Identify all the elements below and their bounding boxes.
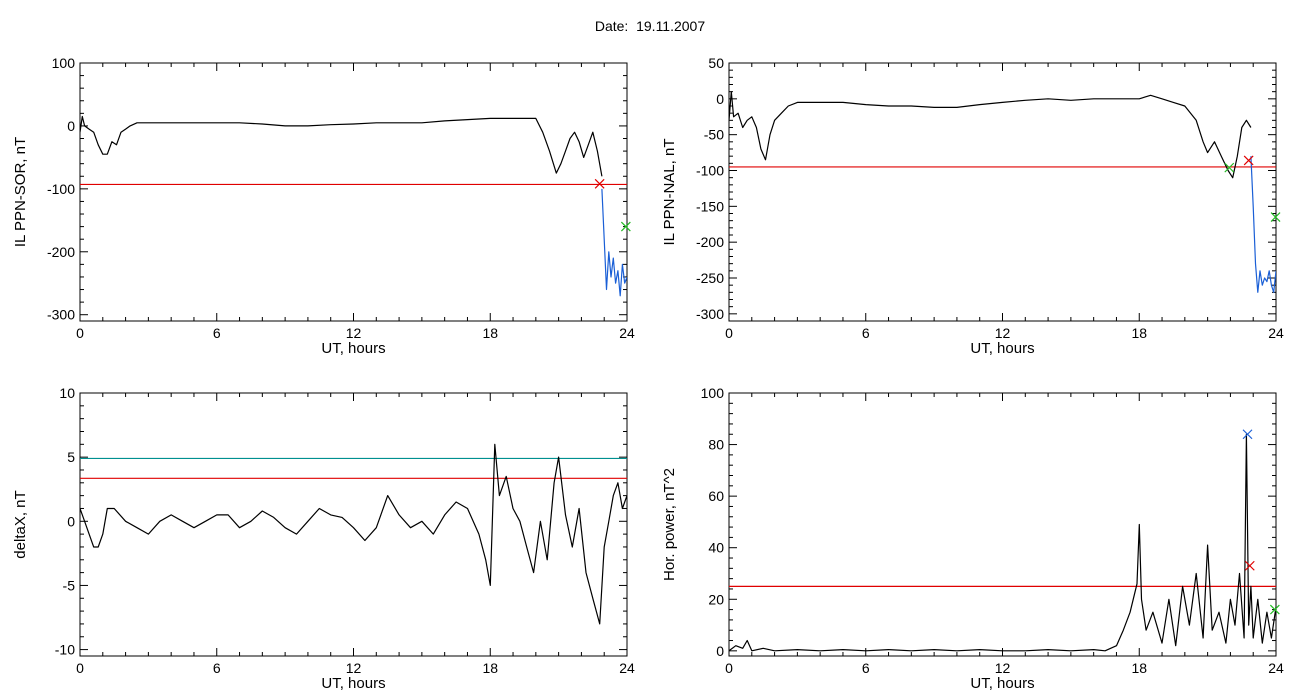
x-axis-label: UT, hours (970, 340, 1034, 357)
chart-panel-3: 0 6 12 18 24 UT, hours 10 5 0 -5 -10 deltaX, nT (12, 385, 635, 692)
x-axis-label: UT, hours (321, 675, 385, 692)
marker-red (1243, 155, 1254, 166)
series-line (80, 115, 603, 177)
plot-frame (79, 62, 628, 322)
y-tick-label: 0 (716, 91, 724, 107)
y-tick-label: 50 (708, 55, 724, 71)
series-line (80, 443, 627, 625)
x-tick-label: 18 (1131, 660, 1147, 676)
x-tick-label: 24 (1268, 660, 1284, 676)
plot-content (80, 115, 627, 297)
marker-green (1269, 604, 1280, 615)
y-tick-label: -50 (704, 127, 724, 143)
x-tick-label: 6 (213, 660, 221, 676)
series-line (729, 433, 1276, 652)
x-axis-label: UT, hours (970, 675, 1034, 692)
y-axis-label: Hor. power, nT^2 (661, 468, 678, 581)
y-tick-label: -100 (696, 163, 724, 179)
y-axis-label: IL PPN-NAL, nT (661, 139, 678, 246)
y-tick-label: -300 (696, 306, 724, 322)
plot-frame (728, 392, 1277, 657)
y-tick-label: 0 (67, 118, 75, 134)
y-tick-label: 5 (67, 449, 75, 465)
x-tick-label: 12 (346, 660, 362, 676)
y-tick-label: -250 (696, 270, 724, 286)
x-tick-label: 12 (995, 325, 1011, 341)
x-tick-label: 18 (482, 325, 498, 341)
y-tick-label: -10 (55, 642, 75, 658)
y-axis-label: IL PPN-SOR, nT (12, 137, 29, 247)
y-tick-label: -300 (47, 307, 75, 323)
y-tick-label: -150 (696, 198, 724, 214)
x-tick-label: 0 (76, 660, 84, 676)
x-tick-label: 18 (482, 660, 498, 676)
y-tick-label: -200 (47, 244, 75, 260)
chart-panel-1: 0 6 12 18 24 UT, hours 100 0 -100 -200 -300 IL PPN-… (12, 55, 635, 357)
y-tick-label: -5 (63, 577, 76, 593)
y-tick-label: 100 (701, 385, 725, 401)
y-tick-label: 100 (52, 55, 76, 71)
y-tick-label: 20 (708, 591, 724, 607)
marker-blue (1242, 429, 1253, 440)
x-tick-label: 12 (995, 660, 1011, 676)
y-tick-label: 80 (708, 437, 724, 453)
plot-frame (79, 392, 628, 657)
y-tick-label: 60 (708, 488, 724, 504)
series-line (601, 188, 627, 297)
y-tick-label: 0 (67, 513, 75, 529)
chart-panel-2: 0 6 12 18 24 UT, hours 50 0 -50 -100 -150 -200 -250 -… (661, 55, 1284, 357)
x-tick-label: 24 (1268, 325, 1284, 341)
marker-green (620, 221, 631, 232)
marker-green (1224, 162, 1235, 173)
x-tick-label: 24 (619, 660, 635, 676)
marker-red (1244, 560, 1255, 571)
plot-content (729, 433, 1276, 652)
series-line (729, 91, 1252, 179)
x-tick-label: 6 (862, 325, 870, 341)
x-axis-label: UT, hours (321, 340, 385, 357)
x-tick-label: 24 (619, 325, 635, 341)
y-tick-label: -200 (696, 234, 724, 250)
x-tick-label: 18 (1131, 325, 1147, 341)
y-tick-label: -100 (47, 181, 75, 197)
x-tick-label: 0 (725, 325, 733, 341)
marker-green (1270, 212, 1281, 223)
figure-title: Date: 19.11.2007 (594, 18, 706, 34)
y-axis-label: deltaX, nT (12, 490, 29, 558)
plot-frame (728, 62, 1277, 322)
x-tick-label: 12 (346, 325, 362, 341)
series-line (1250, 156, 1276, 293)
x-tick-label: 0 (76, 325, 84, 341)
x-tick-label: 6 (862, 660, 870, 676)
plot-content (729, 91, 1276, 293)
marker-red (594, 178, 605, 189)
x-tick-label: 6 (213, 325, 221, 341)
chart-panel-4: 0 6 12 18 24 UT, hours 100 80 60 40 20 0 Hor. power,… (661, 385, 1284, 692)
plot-content (80, 443, 627, 625)
x-tick-label: 0 (725, 660, 733, 676)
y-tick-label: 10 (59, 385, 75, 401)
y-tick-label: 0 (716, 643, 724, 659)
y-tick-label: 40 (708, 540, 724, 556)
